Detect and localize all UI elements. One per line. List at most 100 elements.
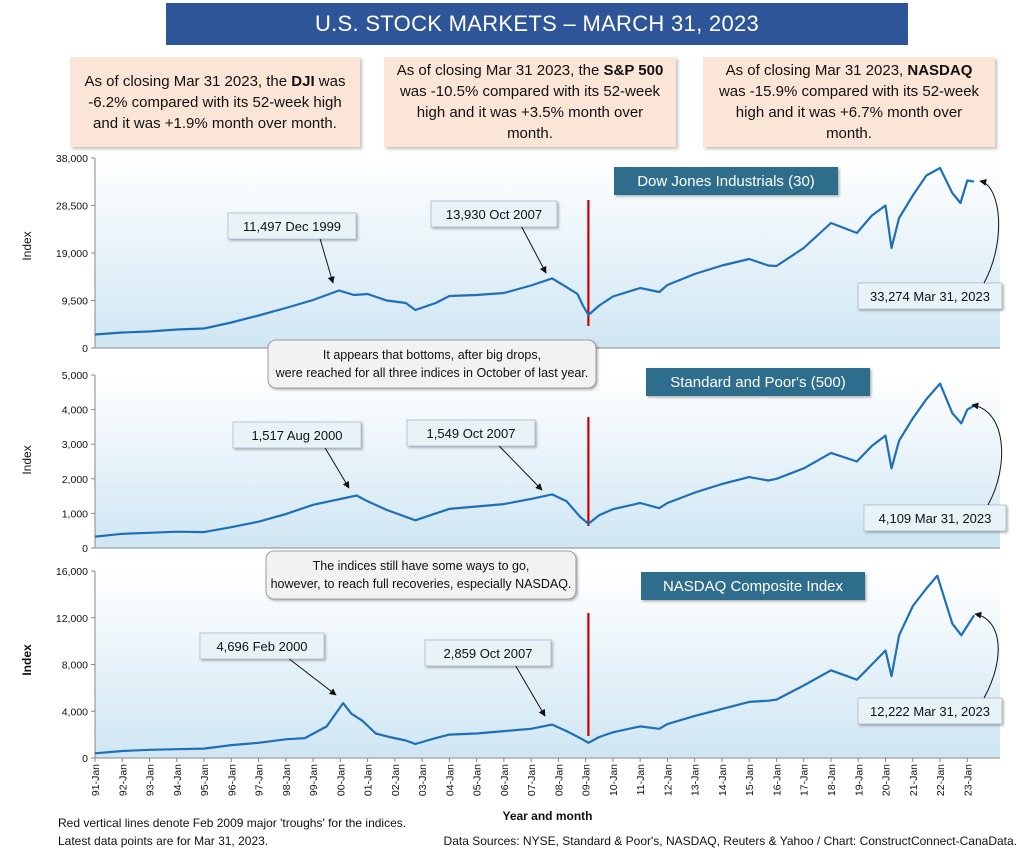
x-tick-label: 18-Jan: [826, 764, 838, 796]
footer-note-latest: Latest data points are for Mar 31, 2023.: [58, 834, 269, 848]
annotation-label: 11,497 Dec 1999: [243, 219, 341, 234]
annotation-arrow: [319, 238, 335, 284]
x-tick-label: 17-Jan: [799, 764, 811, 796]
series-line: [94, 382, 975, 538]
annotation-box: [430, 200, 558, 228]
annotation-box: [232, 421, 362, 449]
y-tick-label: 0: [82, 343, 88, 355]
note-box: [265, 550, 577, 600]
summary-index-name: DJI: [291, 72, 315, 90]
x-tick-label: 14-Jan: [717, 764, 729, 796]
x-tick-label: 94-Jan: [172, 764, 184, 796]
note-box: [267, 339, 597, 389]
note-text: were reached for all three indices in Oc…: [275, 366, 589, 380]
y-tick-label: 28,500: [56, 201, 88, 213]
x-tick-label: 16-Jan: [771, 764, 783, 796]
x-tick-label: 06-Jan: [499, 764, 511, 796]
x-tick-label: 99-Jan: [308, 764, 320, 796]
summary-text: was -15.9% compared with its 52-week hig…: [718, 83, 980, 142]
x-tick-label: 93-Jan: [145, 764, 157, 796]
summary-index-name: NASDAQ: [907, 62, 973, 79]
annotation-arrow: [498, 445, 543, 491]
note-text: however, to reach full recoveries, espec…: [271, 577, 572, 591]
series-line: [94, 574, 976, 755]
x-tick-label: 95-Jan: [199, 764, 211, 796]
chart-panel-3: 0 4,000 8,000 12,000 16,000 Index NASDAQ Compo…: [20, 566, 1003, 765]
annotation-arrow: [979, 179, 1000, 284]
y-tick-label: 19,000: [56, 248, 88, 260]
x-tick-label: 02-Jan: [390, 764, 402, 796]
annotation-box: [863, 504, 1007, 532]
y-axis-label: Index: [20, 644, 34, 676]
summary-nasdaq: As of closing Mar 31 2023, NASDAQ was -1…: [703, 57, 995, 147]
x-tick-label: 04-Jan: [444, 764, 456, 796]
summary-index-name: S&P 500: [603, 62, 664, 79]
x-tick-label: 22-Jan: [935, 764, 947, 796]
x-tick-label: 97-Jan: [254, 764, 266, 796]
footer-note-trough: Red vertical lines denote Feb 2009 major…: [58, 816, 407, 830]
note-callout: The indices still have some ways to go, h…: [265, 550, 577, 600]
annotation-box: [199, 632, 325, 660]
y-axis-label: Index: [20, 445, 34, 474]
annotation-box: [857, 282, 1003, 310]
annotation-arrow: [521, 226, 547, 274]
note-text: It appears that bottoms, after big drops…: [323, 348, 541, 362]
chart-title-box: [614, 167, 838, 195]
annotation-arrow: [324, 447, 350, 489]
chart-title: Dow Jones Industrials (30): [637, 173, 815, 190]
x-tick-label: 03-Jan: [417, 764, 429, 796]
x-tick-label: 11-Jan: [635, 764, 647, 795]
x-tick-label: 19-Jan: [853, 764, 865, 796]
x-axis-label: Year and month: [502, 809, 592, 823]
annotation-label: 2,859 Oct 2007: [444, 646, 533, 661]
y-tick-label: 4,000: [62, 405, 88, 417]
y-tick-label: 2,000: [62, 474, 88, 486]
annotation-label: 4,696 Feb 2000: [216, 639, 307, 654]
x-tick-label: 01-Jan: [363, 764, 375, 796]
y-tick-label: 4,000: [62, 706, 88, 718]
y-tick-label: 5,000: [62, 370, 88, 382]
annotation-box: [406, 419, 536, 447]
y-tick-label: 38,000: [56, 153, 88, 165]
y-tick-label: 8,000: [62, 660, 88, 672]
x-tick-label: 92-Jan: [117, 764, 129, 796]
annotation-arrow: [288, 658, 337, 696]
annotation-box: [857, 697, 1003, 725]
annotation-label: 4,109 Mar 31, 2023: [879, 511, 992, 526]
summary-text: was -6.2% compared with its 52-week high…: [88, 72, 346, 132]
chart-panel-1: 0 9,500 19,000 28,500 38,000 Index Dow Jones I…: [20, 153, 1003, 355]
chart-title: Standard and Poor's (500): [670, 374, 845, 391]
chart-panel-2: 0 1,000 2,000 3,000 4,000 5,000 Index Standard …: [20, 368, 1007, 555]
y-tick-label: 3,000: [62, 439, 88, 451]
x-tick-label: 09-Jan: [581, 764, 593, 796]
summary-dji: As of closing Mar 31 2023, the DJI was -…: [70, 57, 360, 147]
plot-area: [95, 158, 1000, 348]
x-tick-label: 12-Jan: [662, 764, 674, 796]
y-axis-label: Index: [20, 231, 34, 260]
chart-title: NASDAQ Composite Index: [663, 578, 844, 595]
x-tick-label: 07-Jan: [526, 764, 538, 796]
annotation-box: [424, 639, 552, 667]
note-text: The indices still have some ways to go,: [313, 559, 530, 573]
annotation-label: 12,222 Mar 31, 2023: [870, 704, 990, 719]
x-tick-label: 96-Jan: [226, 764, 238, 796]
y-tick-label: 0: [82, 543, 88, 555]
chart-title-box: [641, 572, 865, 600]
x-tick-label: 00-Jan: [335, 764, 347, 796]
x-tick-label: 08-Jan: [553, 764, 565, 796]
summary-text: As of closing Mar 31 2023,: [725, 62, 908, 79]
plot-area: [95, 375, 1000, 548]
summary-text: was -10.5% compared with its 52-week hig…: [399, 83, 661, 142]
annotation-label: 1,517 Aug 2000: [251, 428, 342, 443]
annotation-label: 13,930 Oct 2007: [446, 207, 542, 222]
footer-sources: Data Sources: NYSE, Standard & Poor's, N…: [443, 834, 1017, 848]
summary-sp500: As of closing Mar 31 2023, the S&P 500 w…: [384, 57, 676, 147]
summary-text: As of closing Mar 31 2023, the: [396, 62, 604, 79]
annotation-arrow: [971, 402, 1003, 506]
y-tick-label: 0: [82, 753, 88, 765]
x-tick-label: 15-Jan: [744, 764, 756, 796]
note-callout: It appears that bottoms, after big drops…: [267, 339, 597, 389]
y-tick-label: 9,500: [62, 296, 88, 308]
y-tick-label: 1,000: [62, 508, 88, 520]
